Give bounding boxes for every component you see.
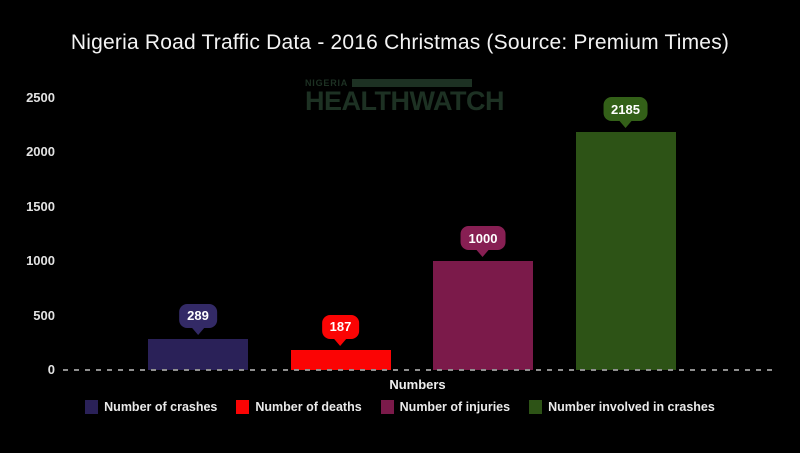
bar-number-of-injuries: [433, 261, 533, 370]
legend-label: Number of deaths: [255, 400, 362, 414]
bar-value-label: 187: [321, 314, 360, 339]
legend-label: Number of crashes: [104, 400, 218, 414]
legend-label: Number involved in crashes: [548, 400, 715, 414]
bubble-tail: [334, 338, 347, 346]
legend-label: Number of injuries: [399, 400, 511, 414]
chart-title: Nigeria Road Traffic Data - 2016 Christm…: [70, 31, 730, 54]
zero-baseline: [63, 369, 772, 371]
legend-swatch: [380, 400, 394, 414]
legend-swatch: [236, 400, 250, 414]
y-axis-tick-label: 1000: [26, 253, 55, 269]
legend-swatch: [529, 400, 543, 414]
healthwatch-watermark: NIGERIA HEALTHWATCH: [305, 77, 504, 116]
legend: Number of crashes Number of deaths Number …: [0, 398, 800, 416]
bubble-tail: [619, 121, 632, 129]
bar-value-label: 2185: [603, 97, 648, 122]
bar-value-bubble: 2185: [603, 97, 648, 129]
bar-value-label: 289: [179, 303, 217, 328]
y-axis-tick-label: 1500: [26, 198, 55, 214]
bubble-tail: [476, 250, 489, 258]
watermark-nigeria-text: NIGERIA: [305, 77, 349, 88]
bar-number-of-crashes: [148, 338, 248, 370]
y-axis-tick-label: 2500: [26, 90, 55, 105]
legend-item-number-of-injuries: Number of injuries: [380, 400, 511, 414]
watermark-healthwatch-text: HEALTHWATCH: [305, 86, 504, 116]
bar-value-bubble: 1000: [460, 226, 506, 258]
bar-value-bubble: 187: [321, 314, 360, 346]
legend-item-number-of-deaths: Number of deaths: [236, 400, 362, 414]
bar-number-of-deaths: [290, 349, 391, 370]
bar-value-label: 1000: [460, 226, 506, 251]
legend-item-number-involved-in-crashes: Number involved in crashes: [529, 400, 715, 414]
bar-value-bubble: 289: [179, 303, 217, 335]
legend-item-number-of-crashes: Number of crashes: [85, 400, 217, 414]
y-axis-tick-label: 2000: [26, 144, 55, 160]
y-axis-tick-label: 500: [33, 307, 55, 323]
watermark-top-row: NIGERIA: [305, 77, 472, 88]
legend-swatch: [85, 400, 99, 414]
x-axis-label: Numbers: [389, 377, 446, 392]
watermark-bar: [352, 78, 472, 87]
bubble-tail: [191, 327, 204, 335]
y-axis-tick-label: 0: [47, 362, 55, 377]
bar-number-involved-in-crashes: [575, 132, 676, 370]
